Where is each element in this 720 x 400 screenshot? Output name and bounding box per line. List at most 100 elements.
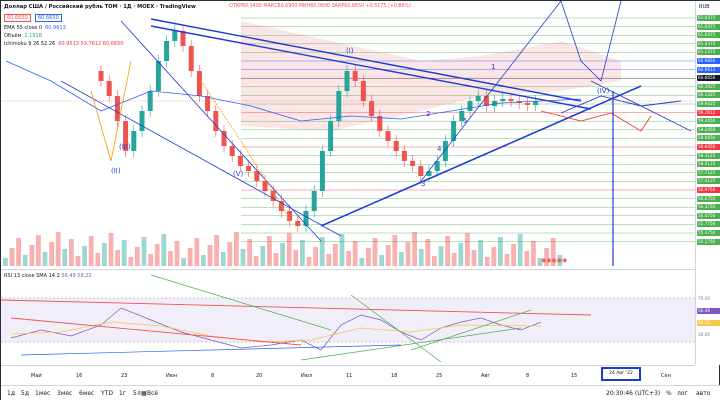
range-button[interactable]: 6мес (79, 390, 95, 397)
volume-bar (148, 254, 153, 266)
candle-body (106, 81, 112, 96)
price-label: 60.6650 (697, 75, 720, 82)
price-label: 58.6450 (697, 144, 720, 150)
indicator-volume[interactable]: Объём 2.191B (4, 33, 42, 39)
calendar-icon[interactable]: ▦ (141, 390, 147, 397)
trendline-fan-2 (120, 20, 322, 242)
range-button[interactable]: YTD (101, 390, 113, 397)
volume-bar (300, 240, 305, 266)
rsi-trendline-green-1 (150, 274, 332, 331)
volume-bar (36, 235, 41, 266)
zigzag-orange (90, 60, 132, 162)
volume-bar (418, 249, 424, 266)
candle-body (442, 141, 448, 161)
candle-body (393, 141, 399, 151)
volume-bar (135, 247, 140, 266)
candle-body (533, 101, 539, 105)
bid-price-box[interactable]: 60.6650 (4, 14, 31, 22)
candle-body (508, 99, 514, 101)
volume-bar (306, 257, 312, 266)
ema-55-line (5, 60, 582, 122)
volume-bar (550, 238, 556, 266)
volume-bar (128, 257, 134, 266)
candle-body (254, 171, 260, 181)
candle-body (172, 31, 178, 41)
volume-bar (102, 243, 107, 266)
percent-toggle[interactable]: % (666, 390, 672, 397)
volume-bar (267, 236, 272, 266)
volume-bar (75, 256, 81, 266)
range-button[interactable]: 1мес (35, 390, 51, 397)
volume-bar (168, 251, 173, 266)
time-label: 15 (571, 373, 578, 379)
candle-body (303, 211, 309, 226)
candle-body (524, 103, 530, 105)
candle-body (205, 96, 211, 111)
indicator-volume-label: Объём (4, 33, 22, 39)
price-label: 61.4375 (697, 40, 720, 47)
currency-label[interactable]: RUB (699, 4, 710, 10)
range-button[interactable]: 1г (119, 390, 126, 397)
volume-bar (478, 240, 483, 266)
volume-bar (346, 251, 351, 266)
range-button[interactable]: 5д (21, 390, 29, 397)
indicator-ichimoku[interactable]: Ichimoku 9 26 52 26 60.9513 59.7612 60.66… (4, 41, 123, 47)
ohlc-readout: ОТКР60.1400 МАКС60.6900 МИН60.0600 ЗАКР6… (229, 4, 411, 9)
rsi-pane[interactable]: RSI 13 close SMA 14 2 56.49 58.22 (1, 269, 695, 365)
main-chart-pane[interactable]: (I) 1 2 3 4 5 (II) (III) (IV) (V) Доллар США / Ро… (1, 1, 695, 266)
range-button[interactable]: 1д (7, 390, 15, 397)
volume-bar (115, 250, 120, 266)
volume-bar (286, 233, 292, 266)
volume-bar (253, 256, 259, 266)
price-axis[interactable]: RUB 62.4375 61.9375 61.6375 61.4375 61.1375 6… (695, 1, 720, 365)
wave-label: (V) (233, 170, 244, 178)
auto-toggle[interactable]: авто (696, 390, 711, 397)
time-label: 8 (211, 373, 215, 379)
rsi-axis-label: 56.49 (697, 308, 720, 314)
candle-body (164, 41, 170, 61)
volume-bar (62, 249, 68, 266)
volume-bar (260, 246, 266, 266)
volume-bar (458, 243, 464, 266)
rsi-chart-svg[interactable] (1, 270, 695, 365)
volume-bar (392, 235, 398, 266)
volume-bar (405, 242, 411, 266)
candle-body (426, 171, 432, 176)
time-label: 8 (526, 373, 530, 379)
range-button[interactable]: Всё (147, 390, 159, 397)
rsi-line (10, 307, 542, 351)
candle-body (311, 191, 317, 211)
time-label: Июл (301, 373, 313, 379)
range-button[interactable]: 3мес (57, 390, 73, 397)
price-chart-svg[interactable]: (I) 1 2 3 4 5 (II) (III) (IV) (V) (1, 1, 695, 266)
volume-bar (141, 237, 147, 266)
price-label: 60.1425 (697, 92, 720, 99)
indicator-ema[interactable]: EMA 55 close 0 60.9613 (4, 25, 66, 31)
indicator-ema-value: 60.9613 (45, 25, 66, 31)
range-button[interactable]: 5л (133, 390, 141, 397)
volume-bar (537, 258, 543, 266)
volume-bar (319, 237, 325, 266)
price-label: 60.3425 (697, 83, 720, 90)
candle-body (418, 166, 424, 176)
candle-body (401, 151, 407, 161)
price-label: 60.9613 (697, 66, 720, 73)
volume-bar (372, 238, 378, 266)
candle-body (344, 71, 350, 91)
rsi-axis-label: 70.00 (698, 296, 710, 301)
events-icons[interactable]: ◉◉◉◉◉ (541, 257, 568, 264)
price-label: 58.9450 (697, 135, 720, 142)
time-axis[interactable]: Май1623Июн820Июл111825Авг81522Сен (1, 365, 695, 385)
candle-body (500, 99, 506, 101)
volume-bar (385, 245, 391, 266)
projection-path-1 (560, 1, 622, 82)
candle-body (360, 81, 366, 101)
ask-price-box[interactable]: 60.6650 (35, 14, 62, 22)
rsi-legend[interactable]: RSI 13 close SMA 14 2 56.49 58.22 (4, 273, 92, 279)
volume-bar (438, 246, 444, 266)
candle-body (295, 221, 301, 226)
wave-label: 5 (463, 117, 467, 125)
volume-bar (42, 252, 48, 266)
log-toggle[interactable]: лог (677, 390, 688, 397)
volume-bar (412, 232, 417, 266)
